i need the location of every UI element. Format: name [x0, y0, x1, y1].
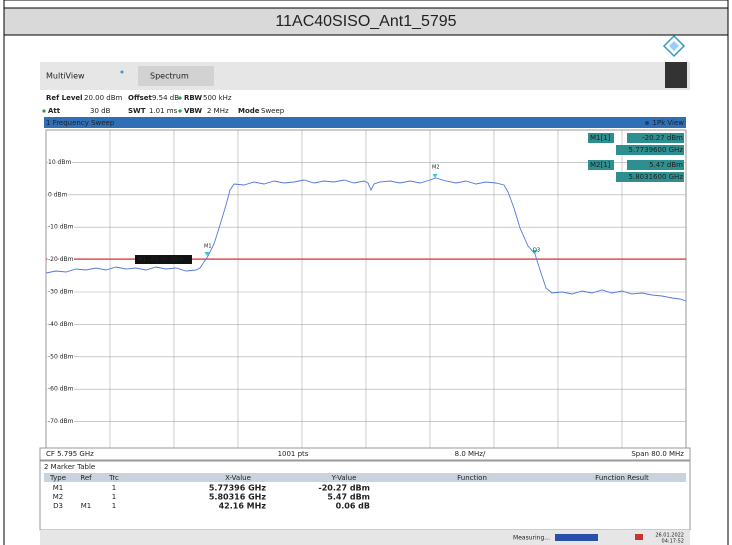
y-axis-label: 0 dBm — [48, 191, 68, 198]
spectrum-tab[interactable] — [138, 66, 214, 86]
setting-value: 2 MHz — [207, 107, 229, 115]
status-icon — [635, 534, 643, 540]
column-header: X-Value — [225, 474, 251, 482]
cell-trc: 1 — [112, 502, 116, 510]
setting-label: Att — [48, 107, 61, 115]
view-dot — [645, 121, 649, 125]
column-header: Function — [457, 474, 487, 482]
status-time: 04:17:52 — [662, 539, 684, 545]
readout-box — [616, 172, 684, 182]
readout-name: M2[1] — [590, 161, 611, 169]
marker-table — [39, 460, 691, 531]
setting-value: 1.01 ms — [149, 107, 178, 115]
y-axis-label: -10 dBm — [48, 224, 74, 231]
trace-marker — [532, 250, 538, 254]
tab-label: Spectrum — [150, 72, 189, 81]
title-row — [3, 7, 729, 36]
trace-marker — [204, 252, 210, 256]
title: 11AC40SISO_Ant1_5795 — [275, 13, 456, 30]
y-axis-label: -60 dBm — [48, 386, 74, 393]
cell-type: M1 — [53, 484, 64, 492]
column-header: Y-Value — [331, 474, 357, 482]
trace — [45, 177, 687, 302]
status-dot — [42, 109, 46, 113]
window-title: 1 Frequency Sweep — [46, 119, 115, 127]
footer-div: 8.0 MHz/ — [455, 450, 486, 458]
y-axis-label: -40 dBm — [48, 321, 74, 328]
trace-marker — [432, 174, 438, 178]
setting-label: Mode — [238, 107, 260, 115]
readout-freq: 5.7739600 GHz — [629, 146, 684, 154]
column-header: Trc — [108, 474, 119, 482]
column-header: Ref — [80, 474, 92, 482]
setting-value: 20.00 dBm — [84, 94, 123, 102]
marker-table-title: 2 Marker Table — [44, 463, 95, 471]
top-strip — [3, 0, 729, 9]
footer-bar — [39, 447, 691, 461]
readout-box — [627, 160, 684, 170]
status-text: Measuring... — [513, 535, 550, 542]
setting-value: 9.54 dB — [152, 94, 179, 102]
cell-trc: 1 — [112, 484, 116, 492]
y-axis-label: -50 dBm — [48, 353, 74, 360]
trace-marker-label: M2 — [432, 165, 440, 171]
readout-level: -20.27 dBm — [642, 134, 683, 142]
cell-type: D3 — [53, 502, 63, 510]
progress-bar — [555, 534, 598, 541]
cell-x: 5.77396 GHz — [209, 484, 266, 493]
threshold-label-box — [135, 255, 192, 264]
readout-box — [588, 133, 614, 143]
logo — [662, 34, 686, 58]
trace-marker-label: D3 — [533, 248, 540, 254]
readout-box — [588, 160, 614, 170]
cell-y: 0.06 dB — [336, 502, 370, 511]
readout-box — [616, 145, 684, 155]
tab-dot — [120, 70, 124, 74]
cell-trc: 1 — [112, 493, 116, 501]
marker-table-header — [44, 473, 686, 482]
cell-x: 42.16 MHz — [219, 502, 267, 511]
column-header: Type — [49, 474, 66, 482]
status-dot — [178, 109, 182, 113]
setting-label: VBW — [184, 107, 202, 115]
readout-level: 5.47 dBm — [649, 161, 683, 169]
cell-ref: M1 — [81, 502, 92, 510]
y-axis-label: -20 dBm — [48, 256, 74, 263]
y-axis-label: -30 dBm — [48, 289, 74, 296]
readout-freq: 5.8031600 GHz — [629, 173, 684, 181]
window-view: 1Pk View — [652, 119, 684, 127]
window-header — [44, 117, 686, 128]
setting-label: Offset — [128, 94, 153, 102]
setting-value: 500 kHz — [203, 94, 232, 102]
setting-value: 30 dB — [90, 107, 111, 115]
y-axis-label: -70 dBm — [48, 418, 74, 425]
column-header: Function Result — [595, 474, 649, 482]
cell-x: 5.80316 GHz — [209, 493, 266, 502]
readout-name: M1[1] — [590, 134, 611, 142]
cell-type: M2 — [53, 493, 64, 501]
status-bar — [40, 530, 690, 545]
tab-label: MultiView — [46, 72, 85, 81]
readout-box — [627, 133, 684, 143]
footer-center: CF 5.795 GHz — [46, 450, 94, 458]
setting-label: Ref Level — [46, 94, 83, 102]
setting-value: Sweep — [261, 107, 285, 115]
footer-points: 1001 pts — [278, 450, 309, 458]
status-date: 26.01.2022 — [655, 533, 684, 539]
setting-label: RBW — [184, 94, 202, 102]
status-dot — [178, 96, 182, 100]
cell-y: -20.27 dBm — [318, 484, 370, 493]
trace-marker-label: M1 — [204, 244, 212, 250]
footer-span: Span 80.0 MHz — [631, 450, 684, 458]
threshold-label: H1 -20.00 dBm — [138, 256, 183, 263]
y-axis-label: 10 dBm — [48, 159, 71, 166]
menu-button[interactable] — [665, 62, 687, 88]
cell-y: 5.47 dBm — [327, 493, 370, 502]
setting-label: SWT — [128, 107, 146, 115]
toolbar — [40, 62, 690, 90]
